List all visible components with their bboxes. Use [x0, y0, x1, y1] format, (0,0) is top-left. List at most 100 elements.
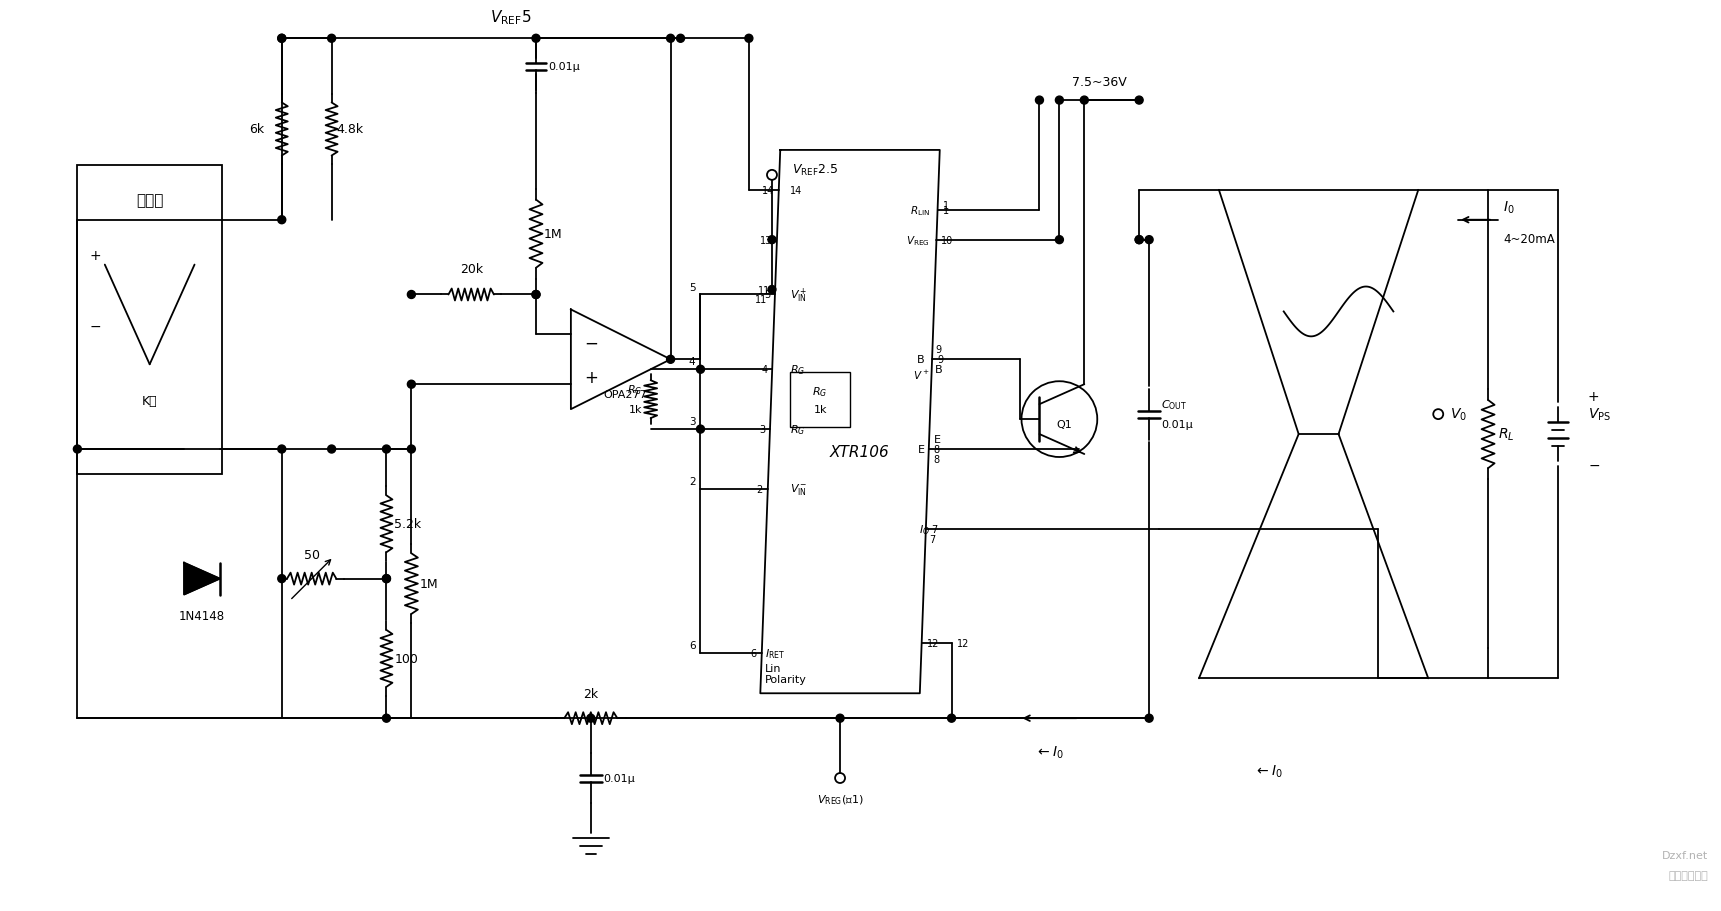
Circle shape [408, 381, 415, 389]
Circle shape [666, 36, 675, 43]
Text: $+$: $+$ [583, 369, 597, 387]
Text: $R_G$: $R_G$ [790, 363, 805, 377]
Text: 20k: 20k [460, 262, 484, 275]
Text: 100: 100 [394, 652, 418, 665]
Text: 2: 2 [757, 485, 762, 495]
Text: $R_G$: $R_G$ [628, 383, 642, 396]
Text: 11: 11 [756, 295, 768, 305]
Circle shape [836, 714, 843, 722]
Text: 0.01μ: 0.01μ [547, 62, 580, 72]
Text: $V_{\rm REF}$5: $V_{\rm REF}$5 [490, 8, 532, 27]
Text: 8: 8 [935, 445, 940, 455]
Circle shape [1144, 714, 1153, 722]
Text: 等温块: 等温块 [136, 193, 163, 208]
Circle shape [1144, 237, 1153, 244]
Text: 2k: 2k [583, 688, 599, 701]
Circle shape [277, 445, 286, 454]
Text: $R_L$: $R_L$ [1497, 426, 1514, 443]
Text: $-$: $-$ [89, 318, 102, 332]
Circle shape [1136, 237, 1143, 244]
Text: 6: 6 [688, 640, 695, 650]
Text: B: B [935, 365, 943, 374]
Text: 1k: 1k [630, 404, 642, 415]
Text: $-$: $-$ [1588, 457, 1601, 472]
Circle shape [768, 237, 776, 244]
Text: 4: 4 [761, 365, 768, 374]
Text: $V_0$: $V_0$ [1451, 406, 1468, 423]
Text: 1k: 1k [814, 404, 826, 415]
Circle shape [666, 356, 675, 363]
Text: 1: 1 [943, 206, 948, 216]
Circle shape [745, 36, 752, 43]
Circle shape [1136, 97, 1143, 105]
Text: 6k: 6k [250, 123, 263, 137]
Text: $V^+_{\rm IN}$: $V^+_{\rm IN}$ [790, 286, 807, 304]
Text: +: + [1588, 390, 1599, 404]
Text: $V_{\rm REG}$(脚1): $V_{\rm REG}$(脚1) [817, 792, 864, 805]
Circle shape [74, 445, 81, 454]
Text: 1M: 1M [544, 228, 563, 241]
Bar [77, 166, 222, 475]
Text: 14: 14 [790, 186, 802, 196]
Text: $-$: $-$ [583, 333, 597, 351]
Text: 1N4148: 1N4148 [179, 609, 225, 622]
Text: 5: 5 [688, 282, 695, 292]
Text: 4.8k: 4.8k [337, 123, 363, 137]
Text: $V^+$: $V^+$ [914, 368, 929, 382]
Circle shape [327, 445, 336, 454]
Text: Q1: Q1 [1057, 420, 1072, 430]
Text: $I_0$: $I_0$ [1502, 200, 1514, 216]
Circle shape [532, 292, 540, 299]
Bar [790, 373, 850, 427]
Text: 14: 14 [762, 186, 774, 196]
Text: $V^-_{\rm IN}$: $V^-_{\rm IN}$ [790, 482, 807, 496]
Circle shape [277, 36, 286, 43]
Text: $V_{\rm REG}$: $V_{\rm REG}$ [905, 233, 929, 247]
Circle shape [382, 575, 391, 583]
Text: B: B [917, 355, 924, 365]
Text: 3: 3 [759, 425, 766, 435]
Circle shape [1081, 97, 1088, 105]
Text: $R_G$: $R_G$ [790, 423, 805, 436]
Text: 4~20mA: 4~20mA [1502, 232, 1554, 245]
Circle shape [1036, 97, 1043, 105]
Text: 9: 9 [936, 355, 943, 365]
Circle shape [277, 575, 286, 583]
Circle shape [327, 36, 336, 43]
Text: 7: 7 [929, 534, 935, 544]
Text: $I_O$: $I_O$ [919, 522, 929, 536]
Text: 0.01μ: 0.01μ [602, 773, 635, 783]
Text: 电子开发社区: 电子开发社区 [1669, 870, 1709, 880]
Text: Dzxf.net: Dzxf.net [1662, 850, 1709, 860]
Circle shape [382, 575, 391, 583]
Text: Lin
Polarity: Lin Polarity [766, 663, 807, 684]
Circle shape [948, 714, 955, 722]
Circle shape [1055, 237, 1064, 244]
Circle shape [697, 366, 704, 374]
Text: $R_G$: $R_G$ [812, 384, 828, 399]
Text: 5: 5 [764, 291, 769, 300]
Text: 10: 10 [941, 235, 953, 245]
Text: $\leftarrow I_0$: $\leftarrow I_0$ [1255, 763, 1284, 780]
Text: 5.2k: 5.2k [394, 517, 422, 531]
Circle shape [697, 425, 704, 434]
Circle shape [532, 36, 540, 43]
Circle shape [1055, 97, 1064, 105]
Text: 13: 13 [759, 235, 773, 245]
Circle shape [408, 445, 415, 454]
Text: E: E [935, 435, 941, 445]
Text: $R_{\rm LIN}$: $R_{\rm LIN}$ [910, 204, 929, 218]
Circle shape [676, 36, 685, 43]
Text: 4: 4 [688, 357, 695, 367]
Text: 8: 8 [935, 455, 940, 465]
Text: K型: K型 [141, 394, 158, 408]
Text: $V_{\rm PS}$: $V_{\rm PS}$ [1588, 406, 1611, 423]
Text: 1: 1 [943, 200, 948, 210]
Text: 3: 3 [688, 416, 695, 426]
Circle shape [382, 714, 391, 722]
Text: 12: 12 [957, 639, 969, 649]
Text: $C_{\rm OUT}$: $C_{\rm OUT}$ [1162, 398, 1187, 412]
Text: 9: 9 [935, 345, 941, 355]
Circle shape [277, 217, 286, 224]
Text: OPA277: OPA277 [604, 390, 647, 400]
